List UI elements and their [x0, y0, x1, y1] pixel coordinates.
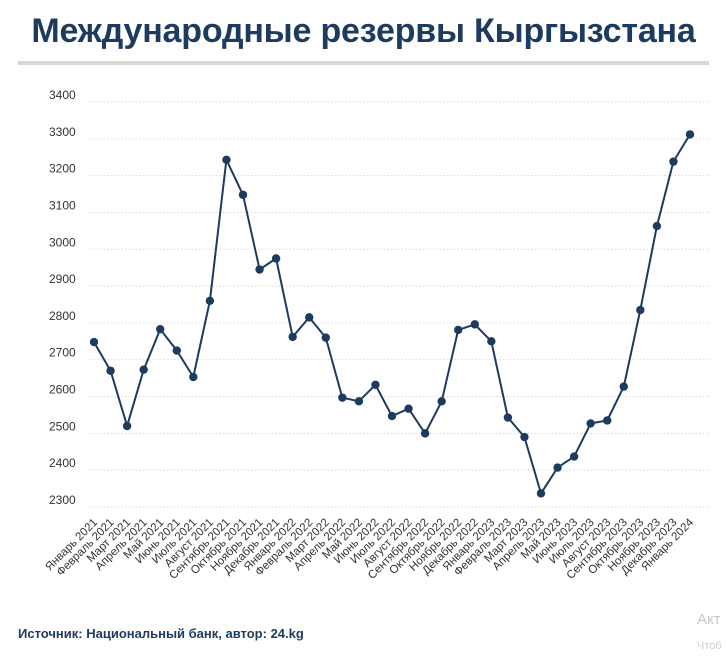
- watermark-line-1: Акт: [697, 611, 721, 628]
- data-point: [685, 130, 695, 139]
- y-tick-label: 2400: [49, 456, 76, 470]
- data-point: [586, 419, 595, 428]
- data-point: [470, 320, 479, 329]
- y-tick-label: 2500: [49, 419, 76, 433]
- y-tick-label: 2700: [49, 346, 76, 360]
- data-point: [536, 489, 546, 498]
- y-tick-label: 3200: [49, 162, 76, 176]
- y-tick-label: 2600: [49, 383, 76, 397]
- y-tick-label: 2900: [49, 272, 76, 286]
- data-point: [437, 397, 446, 406]
- data-point: [503, 413, 513, 422]
- series-line-layer: [93, 133, 691, 495]
- data-point: [156, 324, 165, 334]
- data-point: [520, 432, 529, 442]
- data-point: [404, 404, 413, 413]
- title-divider: [18, 61, 709, 65]
- y-axis-tick-labels: 2300 2400 2500 2600 2700 2800 2900 3000 3100 3200…: [49, 88, 76, 507]
- data-point: [669, 157, 678, 166]
- y-tick-label: 3400: [49, 88, 76, 102]
- data-point: [305, 313, 314, 322]
- data-point: [238, 190, 248, 199]
- data-points: [89, 130, 695, 498]
- data-point: [420, 429, 430, 438]
- chart-title: Международные резервы Кыргызстана: [31, 12, 696, 50]
- data-point: [271, 254, 281, 263]
- y-tick-label: 3300: [49, 125, 76, 139]
- data-point: [338, 393, 347, 402]
- series-line: [93, 133, 691, 495]
- data-point: [222, 155, 231, 165]
- data-point: [106, 366, 115, 375]
- watermark-line-2: Чтоб: [697, 640, 722, 652]
- data-point: [619, 382, 628, 391]
- y-tick-label: 3100: [49, 198, 76, 212]
- data-point: [321, 333, 330, 342]
- data-point: [652, 221, 662, 231]
- data-point: [255, 265, 264, 274]
- data-point: [122, 421, 132, 431]
- y-tick-label: 3000: [49, 235, 76, 249]
- data-point: [139, 365, 148, 374]
- y-tick-label: 2300: [49, 493, 76, 507]
- data-point: [553, 463, 562, 472]
- data-point: [454, 325, 463, 335]
- data-point: [603, 416, 612, 425]
- data-point: [189, 372, 198, 382]
- data-point: [371, 380, 380, 389]
- data-point: [487, 337, 496, 346]
- data-point: [172, 346, 181, 355]
- data-point: [569, 452, 579, 461]
- source-caption: Источник: Национальный банк, автор: 24.k…: [18, 626, 304, 641]
- data-point: [205, 296, 215, 306]
- y-tick-label: 2800: [49, 309, 76, 323]
- data-point: [354, 397, 364, 406]
- gridlines: [90, 101, 710, 508]
- line-chart: 2300 2400 2500 2600 2700 2800 2900 3000 3100 3200…: [43, 88, 710, 582]
- data-point: [288, 332, 297, 342]
- data-point: [89, 337, 99, 347]
- data-point: [387, 411, 397, 421]
- data-point: [636, 305, 645, 315]
